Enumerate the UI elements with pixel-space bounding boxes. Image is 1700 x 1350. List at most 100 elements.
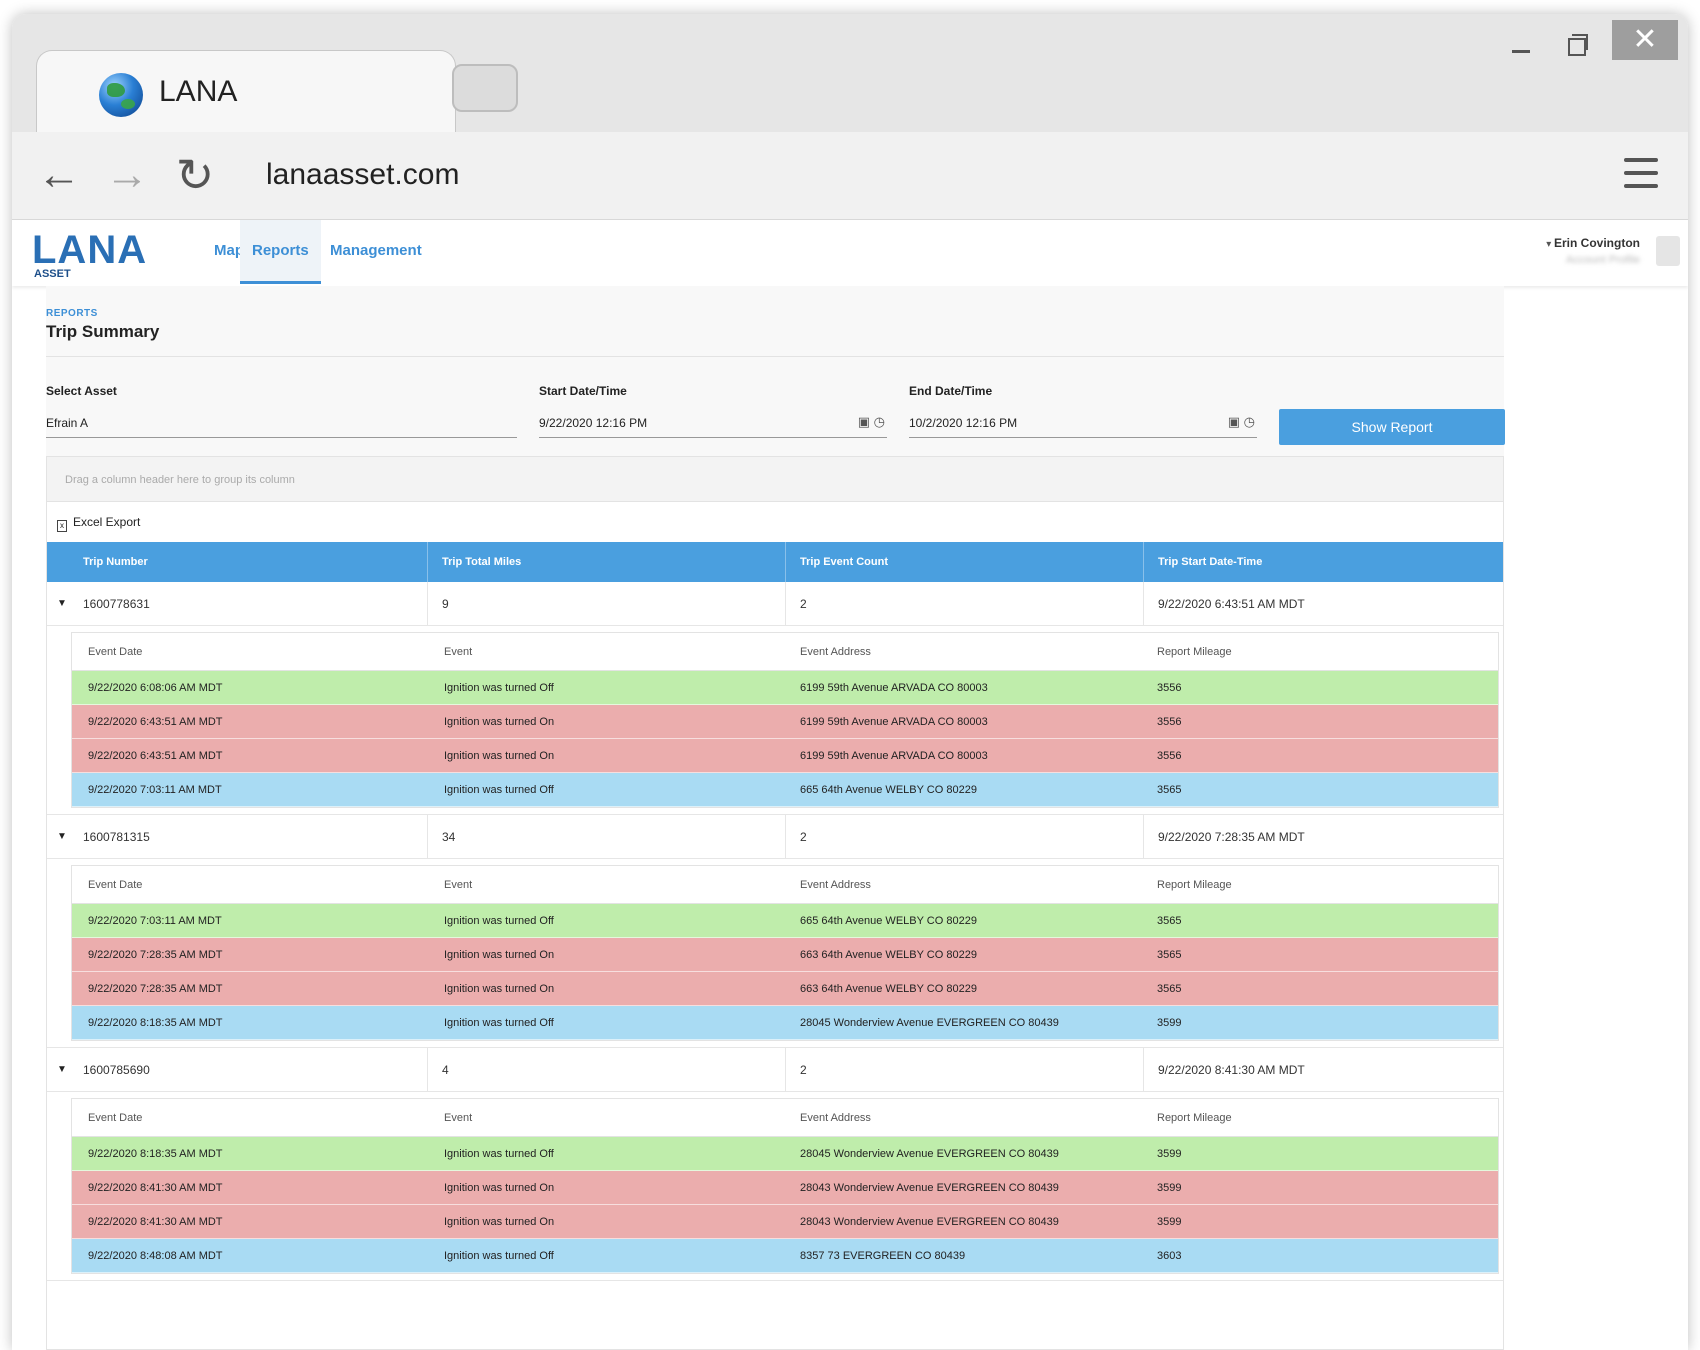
- event-row[interactable]: 9/22/2020 7:28:35 AM MDT Ignition was tur…: [72, 938, 1498, 972]
- column-header-trip-event-count[interactable]: Trip Event Count: [785, 542, 1143, 582]
- asset-label: Select Asset: [46, 384, 117, 398]
- event-date-cell: 9/22/2020 6:08:06 AM MDT: [88, 682, 223, 694]
- event-address-cell: 663 64th Avenue WELBY CO 80229: [800, 949, 977, 961]
- event-row[interactable]: 9/22/2020 7:28:35 AM MDT Ignition was tur…: [72, 972, 1498, 1006]
- event-name-cell: Ignition was turned Off: [444, 784, 554, 796]
- event-address-cell: 665 64th Avenue WELBY CO 80229: [800, 784, 977, 796]
- event-address-cell: 8357 73 EVERGREEN CO 80439: [800, 1250, 966, 1262]
- event-column-header[interactable]: Event: [444, 879, 473, 891]
- event-column-header[interactable]: Report Mileage: [1157, 646, 1232, 658]
- trip-start-cell: 9/22/2020 8:41:30 AM MDT: [1143, 1048, 1503, 1091]
- trip-grid: Drag a column header here to group its c…: [46, 456, 1504, 1350]
- event-name-cell: Ignition was turned On: [444, 1216, 555, 1228]
- event-row[interactable]: 9/22/2020 6:08:06 AM MDT Ignition was tur…: [72, 671, 1498, 705]
- page-title: Trip Summary: [46, 322, 160, 341]
- event-mileage-cell: 3599: [1157, 1017, 1182, 1029]
- event-date-cell: 9/22/2020 8:48:08 AM MDT: [88, 1250, 223, 1262]
- event-row[interactable]: 9/22/2020 6:43:51 AM MDT Ignition was tur…: [72, 739, 1498, 773]
- event-name-cell: Ignition was turned Off: [444, 682, 554, 694]
- event-name-cell: Ignition was turned Off: [444, 1148, 554, 1160]
- breadcrumb[interactable]: REPORTS: [46, 308, 98, 319]
- user-menu[interactable]: Erin Covington Account Profile: [1546, 236, 1640, 266]
- trip-row[interactable]: ▼ 1600785690 4 2 9/22/2020 8:41:30 AM MDT: [47, 1048, 1503, 1092]
- show-report-button[interactable]: Show Report: [1279, 409, 1505, 445]
- event-column-header[interactable]: Event: [444, 1112, 473, 1124]
- event-name-cell: Ignition was turned On: [444, 949, 555, 961]
- event-row[interactable]: 9/22/2020 8:18:35 AM MDT Ignition was tur…: [72, 1006, 1498, 1040]
- event-date-cell: 9/22/2020 8:18:35 AM MDT: [88, 1017, 223, 1029]
- lana-logo[interactable]: LANA ASSET: [32, 228, 146, 280]
- caret-down-icon[interactable]: ▼: [57, 598, 67, 609]
- event-table-header: Event Date Event Event Address Report Milea…: [72, 866, 1498, 904]
- column-header-trip-start[interactable]: Trip Start Date-Time: [1143, 542, 1503, 582]
- trip-event-count-cell: 2: [785, 815, 1143, 858]
- trip-miles-cell: 9: [427, 582, 785, 625]
- clock-icon[interactable]: ◷: [873, 414, 885, 429]
- event-name-cell: Ignition was turned On: [444, 1182, 555, 1194]
- tab-bar: LANA ✕: [12, 14, 1688, 134]
- forward-button[interactable]: →: [102, 150, 152, 200]
- caret-down-icon[interactable]: ▼: [57, 1064, 67, 1075]
- event-date-cell: 9/22/2020 7:28:35 AM MDT: [88, 949, 223, 961]
- calendar-icon[interactable]: ▣: [857, 414, 871, 429]
- maximize-button[interactable]: [1560, 24, 1590, 64]
- hamburger-menu-icon[interactable]: [1624, 158, 1658, 194]
- avatar[interactable]: [1656, 236, 1680, 266]
- excel-export-button[interactable]: x Excel Export: [57, 515, 141, 532]
- group-drop-zone[interactable]: Drag a column header here to group its c…: [47, 457, 1503, 502]
- event-mileage-cell: 3599: [1157, 1148, 1182, 1160]
- event-row[interactable]: 9/22/2020 8:41:30 AM MDT Ignition was tur…: [72, 1205, 1498, 1239]
- close-button[interactable]: ✕: [1612, 20, 1678, 60]
- event-table: Event Date Event Event Address Report Milea…: [71, 865, 1499, 1041]
- event-column-header[interactable]: Event Date: [88, 879, 143, 891]
- end-date-field[interactable]: 10/2/2020 12:16 PM ▣ ◷: [909, 412, 1257, 438]
- event-name-cell: Ignition was turned On: [444, 750, 555, 762]
- event-name-cell: Ignition was turned On: [444, 983, 555, 995]
- event-table: Event Date Event Event Address Report Milea…: [71, 632, 1499, 808]
- new-tab-button[interactable]: [452, 64, 518, 112]
- grid-body: ▼ 1600778631 9 2 9/22/2020 6:43:51 AM MDT Eve…: [47, 582, 1503, 1281]
- minimize-button[interactable]: [1506, 24, 1536, 64]
- event-column-header[interactable]: Report Mileage: [1157, 1112, 1232, 1124]
- event-row[interactable]: 9/22/2020 8:18:35 AM MDT Ignition was tur…: [72, 1137, 1498, 1171]
- back-button[interactable]: ←: [34, 150, 84, 200]
- event-date-cell: 9/22/2020 6:43:51 AM MDT: [88, 750, 223, 762]
- event-column-header[interactable]: Event Address: [800, 646, 871, 658]
- start-date-field[interactable]: 9/22/2020 12:16 PM ▣ ◷: [539, 412, 887, 438]
- clock-icon[interactable]: ◷: [1243, 414, 1255, 429]
- trip-row[interactable]: ▼ 1600781315 34 2 9/22/2020 7:28:35 AM MDT: [47, 815, 1503, 859]
- event-table-header: Event Date Event Event Address Report Milea…: [72, 633, 1498, 671]
- event-row[interactable]: 9/22/2020 7:03:11 AM MDT Ignition was tur…: [72, 904, 1498, 938]
- trip-start-cell: 9/22/2020 6:43:51 AM MDT: [1143, 582, 1503, 625]
- nav-map[interactable]: Map: [214, 242, 244, 259]
- event-date-cell: 9/22/2020 8:18:35 AM MDT: [88, 1148, 223, 1160]
- column-header-trip-total-miles[interactable]: Trip Total Miles: [427, 542, 785, 582]
- event-column-header[interactable]: Report Mileage: [1157, 879, 1232, 891]
- event-column-header[interactable]: Event Date: [88, 646, 143, 658]
- event-column-header[interactable]: Event Date: [88, 1112, 143, 1124]
- event-mileage-cell: 3599: [1157, 1182, 1182, 1194]
- column-header-trip-number[interactable]: Trip Number: [83, 556, 148, 568]
- event-column-header[interactable]: Event: [444, 646, 473, 658]
- nav-management[interactable]: Management: [330, 242, 422, 259]
- asset-select[interactable]: Efrain A: [46, 412, 517, 438]
- trip-row[interactable]: ▼ 1600778631 9 2 9/22/2020 6:43:51 AM MDT: [47, 582, 1503, 626]
- event-column-header[interactable]: Event Address: [800, 879, 871, 891]
- event-column-header[interactable]: Event Address: [800, 1112, 871, 1124]
- trip-number-cell: ▼ 1600778631: [47, 582, 427, 625]
- event-row[interactable]: 9/22/2020 8:41:30 AM MDT Ignition was tur…: [72, 1171, 1498, 1205]
- url-field[interactable]: lanaasset.com: [266, 158, 460, 191]
- trip-number: 1600785690: [83, 1063, 150, 1077]
- trip-event-count-cell: 2: [785, 582, 1143, 625]
- calendar-icon[interactable]: ▣: [1227, 414, 1241, 429]
- report-page: REPORTS Trip Summary Select Asset Efrain…: [46, 286, 1505, 1350]
- nav-reports[interactable]: Reports: [240, 220, 321, 284]
- event-row[interactable]: 9/22/2020 7:03:11 AM MDT Ignition was tur…: [72, 773, 1498, 807]
- app: LANA ASSET Map Reports Management Erin C…: [12, 220, 1688, 1350]
- caret-down-icon[interactable]: ▼: [57, 831, 67, 842]
- event-row[interactable]: 9/22/2020 6:43:51 AM MDT Ignition was tur…: [72, 705, 1498, 739]
- event-row[interactable]: 9/22/2020 8:48:08 AM MDT Ignition was tur…: [72, 1239, 1498, 1273]
- reload-button[interactable]: ↻: [170, 150, 220, 200]
- browser-tab[interactable]: LANA: [36, 50, 456, 134]
- excel-export-label: Excel Export: [73, 515, 141, 529]
